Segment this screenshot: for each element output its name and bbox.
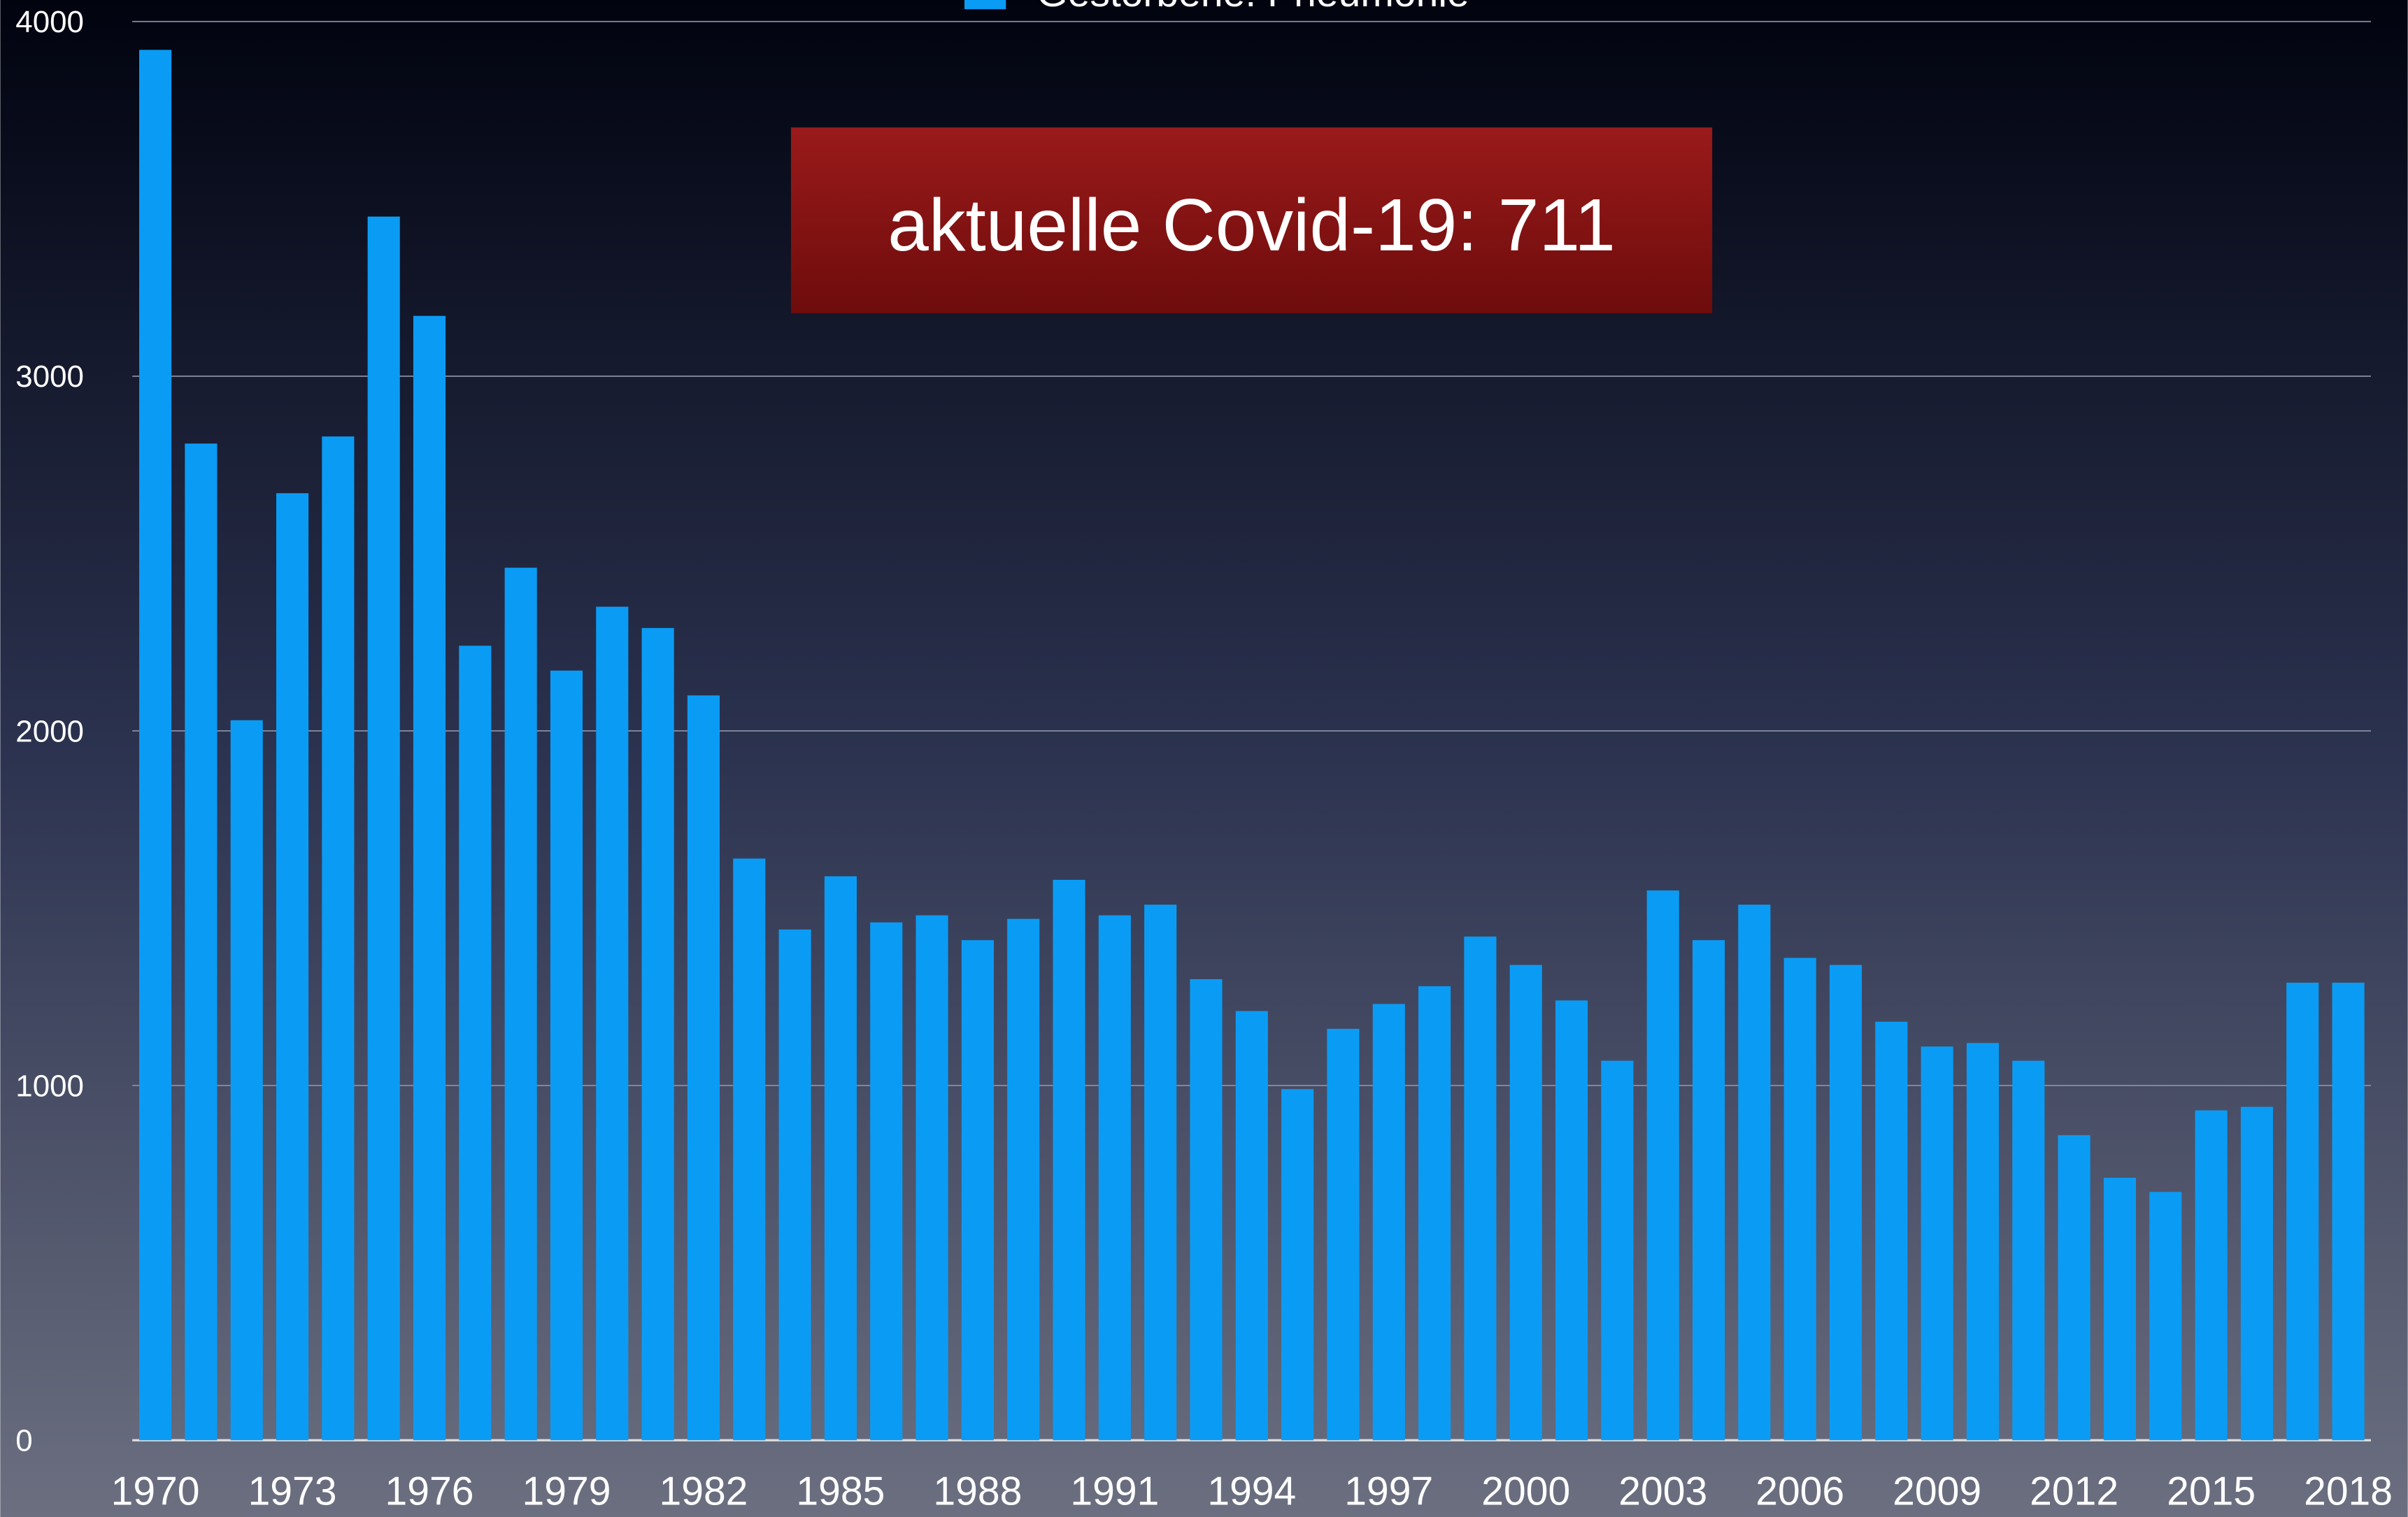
x-tick-label: 1982 (659, 1469, 748, 1514)
bar (276, 493, 309, 1441)
x-tick-label: 2003 (1618, 1469, 1707, 1514)
y-tick-label: 3000 (15, 359, 84, 394)
x-tick-label: 1994 (1207, 1469, 1296, 1514)
bar (641, 627, 674, 1441)
x-tick-label: 1985 (796, 1469, 885, 1514)
bar (1509, 964, 1542, 1441)
bar (2332, 983, 2365, 1441)
x-tick-label: 2018 (2304, 1469, 2393, 1514)
bar (367, 216, 400, 1441)
bar (1738, 904, 1771, 1441)
y-tick-label: 0 (15, 1424, 32, 1458)
bar (1372, 1004, 1405, 1441)
bar (139, 50, 172, 1441)
bar (916, 915, 948, 1441)
bar (2058, 1135, 2090, 1441)
y-tick-label: 4000 (15, 5, 84, 39)
bar (1829, 964, 1862, 1441)
bar (1555, 1000, 1588, 1441)
bar (1464, 936, 1497, 1441)
x-tick-label: 1979 (522, 1469, 611, 1514)
bar (2286, 983, 2319, 1441)
bar (596, 606, 629, 1441)
bar (2103, 1177, 2137, 1441)
x-tick-label: 1988 (933, 1469, 1022, 1514)
bar (185, 443, 218, 1441)
annotation-box (790, 127, 1713, 313)
y-tick-label: 1000 (15, 1069, 84, 1103)
bar (322, 436, 355, 1441)
bar (1327, 1028, 1360, 1441)
bar (2012, 1060, 2045, 1441)
bar (413, 315, 446, 1441)
bar (1783, 957, 1816, 1441)
bar (687, 695, 720, 1441)
x-tick-label: 2012 (2030, 1469, 2118, 1514)
x-tick-label: 2015 (2167, 1469, 2256, 1514)
x-tick-label: 2009 (1893, 1469, 1981, 1514)
bar (1875, 1021, 1908, 1441)
x-tick-label: 1973 (248, 1469, 337, 1514)
x-tick-label: 1997 (1344, 1469, 1433, 1514)
bar (550, 670, 583, 1441)
bar (1007, 918, 1040, 1441)
bar (1144, 904, 1177, 1441)
bar (459, 646, 492, 1441)
bar (2195, 1110, 2228, 1441)
bar (1966, 1043, 2000, 1441)
bar (1053, 879, 1085, 1441)
bar (778, 929, 811, 1441)
x-tick-label: 1970 (111, 1469, 200, 1514)
bar (961, 940, 994, 1441)
bar (1098, 915, 1131, 1441)
annotation: aktuelle Covid-19: 711 (888, 185, 1616, 266)
x-tick-label: 2006 (1755, 1469, 1844, 1514)
bar (1281, 1089, 1314, 1441)
legend-swatch (964, 0, 1006, 10)
bar (2240, 1106, 2273, 1441)
bar (1921, 1046, 1953, 1441)
bar (1646, 890, 1679, 1441)
bar (870, 922, 903, 1441)
bar (824, 876, 857, 1441)
bar (2149, 1192, 2182, 1441)
bar (230, 720, 263, 1441)
bar (1693, 940, 1725, 1441)
x-tick-label: 1976 (385, 1469, 474, 1514)
bar (1601, 1060, 1634, 1441)
bar (733, 858, 766, 1441)
bar (1190, 978, 1223, 1441)
bar (1235, 1011, 1268, 1441)
legend-label: Gestorbene: Pneumonie (1036, 0, 1469, 15)
bar (504, 567, 537, 1441)
bar (1418, 986, 1451, 1441)
y-tick-label: 2000 (15, 714, 84, 748)
x-tick-label: 1991 (1070, 1469, 1159, 1514)
x-tick-label: 2000 (1481, 1469, 1570, 1514)
